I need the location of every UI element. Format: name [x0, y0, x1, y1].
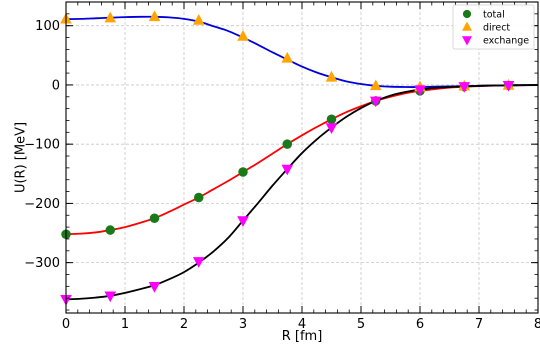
- y-tick-label: 0: [52, 78, 60, 93]
- series-markers: [60, 10, 515, 306]
- x-tick-label: 0: [62, 317, 70, 332]
- x-tick-label: 5: [357, 317, 365, 332]
- direct-marker: [369, 79, 382, 91]
- exchange-marker: [148, 281, 161, 293]
- direct-marker: [325, 70, 338, 82]
- direct-marker: [237, 29, 249, 41]
- y-tick-label: 100: [35, 19, 60, 34]
- x-tick-label: 1: [121, 317, 129, 332]
- tick-labels: 0 1 2 3 4 5 6 7 8 −300 −200 −100 0 100: [24, 19, 540, 332]
- x-tick-label: 2: [180, 317, 188, 332]
- direct-marker: [192, 13, 205, 25]
- x-axis-title: R [fm]: [282, 329, 323, 344]
- legend-box: [452, 4, 535, 50]
- exchange-marker: [414, 85, 426, 97]
- legend-marker-direct: [462, 21, 472, 31]
- x-tick-label: 8: [534, 317, 540, 332]
- exchange-marker: [104, 291, 117, 303]
- legend-label-total: total: [483, 10, 505, 21]
- x-tick-label: 6: [416, 317, 424, 332]
- y-tick-label: −300: [24, 256, 60, 271]
- y-tick-label: −100: [24, 138, 60, 153]
- direct-marker: [148, 10, 161, 22]
- legend-marker-total: [462, 9, 472, 19]
- legend-marker-exchange: [462, 36, 472, 46]
- y-axis-title: U(R) [MeV]: [14, 122, 29, 193]
- exchange-marker: [281, 164, 294, 176]
- exchange-marker: [192, 257, 205, 268]
- x-tick-label: 3: [239, 317, 247, 332]
- exchange-marker: [458, 82, 471, 93]
- y-tick-label: −200: [24, 197, 60, 212]
- total-marker: [105, 225, 116, 235]
- total-marker: [326, 114, 337, 125]
- exchange-marker: [502, 80, 515, 92]
- axis-ticks: [65, 1, 539, 313]
- legend-label-direct: direct: [483, 23, 510, 34]
- total-marker: [149, 213, 160, 223]
- exchange-marker: [237, 216, 249, 227]
- total-marker: [282, 139, 293, 149]
- x-tick-label: 7: [475, 317, 483, 332]
- exchange-marker: [369, 96, 382, 108]
- legend-label-exchange: exchange: [483, 36, 529, 47]
- total-marker: [193, 192, 204, 203]
- direct-marker: [281, 51, 294, 63]
- total-marker: [238, 167, 248, 177]
- exchange-marker: [325, 123, 338, 134]
- direct-marker: [104, 11, 117, 23]
- legend: total direct exchange: [452, 4, 535, 50]
- x-tick-label: 4: [298, 317, 306, 332]
